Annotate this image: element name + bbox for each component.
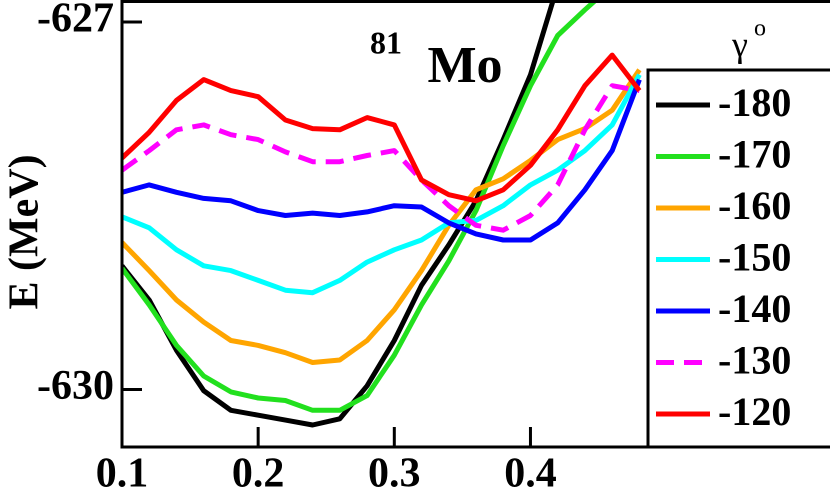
legend-label: -120 <box>718 389 791 434</box>
plot-frame <box>120 0 830 449</box>
legend-label: -150 <box>718 235 791 280</box>
x-tick-label: 0.3 <box>368 451 421 497</box>
title-superscript: 81 <box>370 24 402 60</box>
y-axis-label: E (MeV) <box>2 154 48 309</box>
series-line <box>122 83 640 233</box>
series-line <box>122 73 642 296</box>
x-tick-label: 0.1 <box>96 451 149 497</box>
chart-title: Mo <box>427 37 502 94</box>
series-line <box>122 78 642 243</box>
legend-title: γ <box>731 24 748 64</box>
series-line <box>122 0 600 413</box>
x-tick-label: 0.2 <box>232 451 285 497</box>
legend-label: -160 <box>718 183 791 228</box>
legend-label: -170 <box>718 132 791 177</box>
y-tick-label: -630 <box>37 363 114 409</box>
y-tick-label: -627 <box>37 0 114 42</box>
legend-label: -130 <box>718 338 791 383</box>
x-tick-label: 0.4 <box>504 451 557 497</box>
series-line <box>122 68 642 365</box>
legend-title-superscript: o <box>754 16 766 42</box>
series-line <box>122 52 642 204</box>
legend-label: -140 <box>718 286 791 331</box>
series-line <box>122 0 556 428</box>
curves <box>122 0 642 428</box>
legend-label: -180 <box>718 80 791 125</box>
